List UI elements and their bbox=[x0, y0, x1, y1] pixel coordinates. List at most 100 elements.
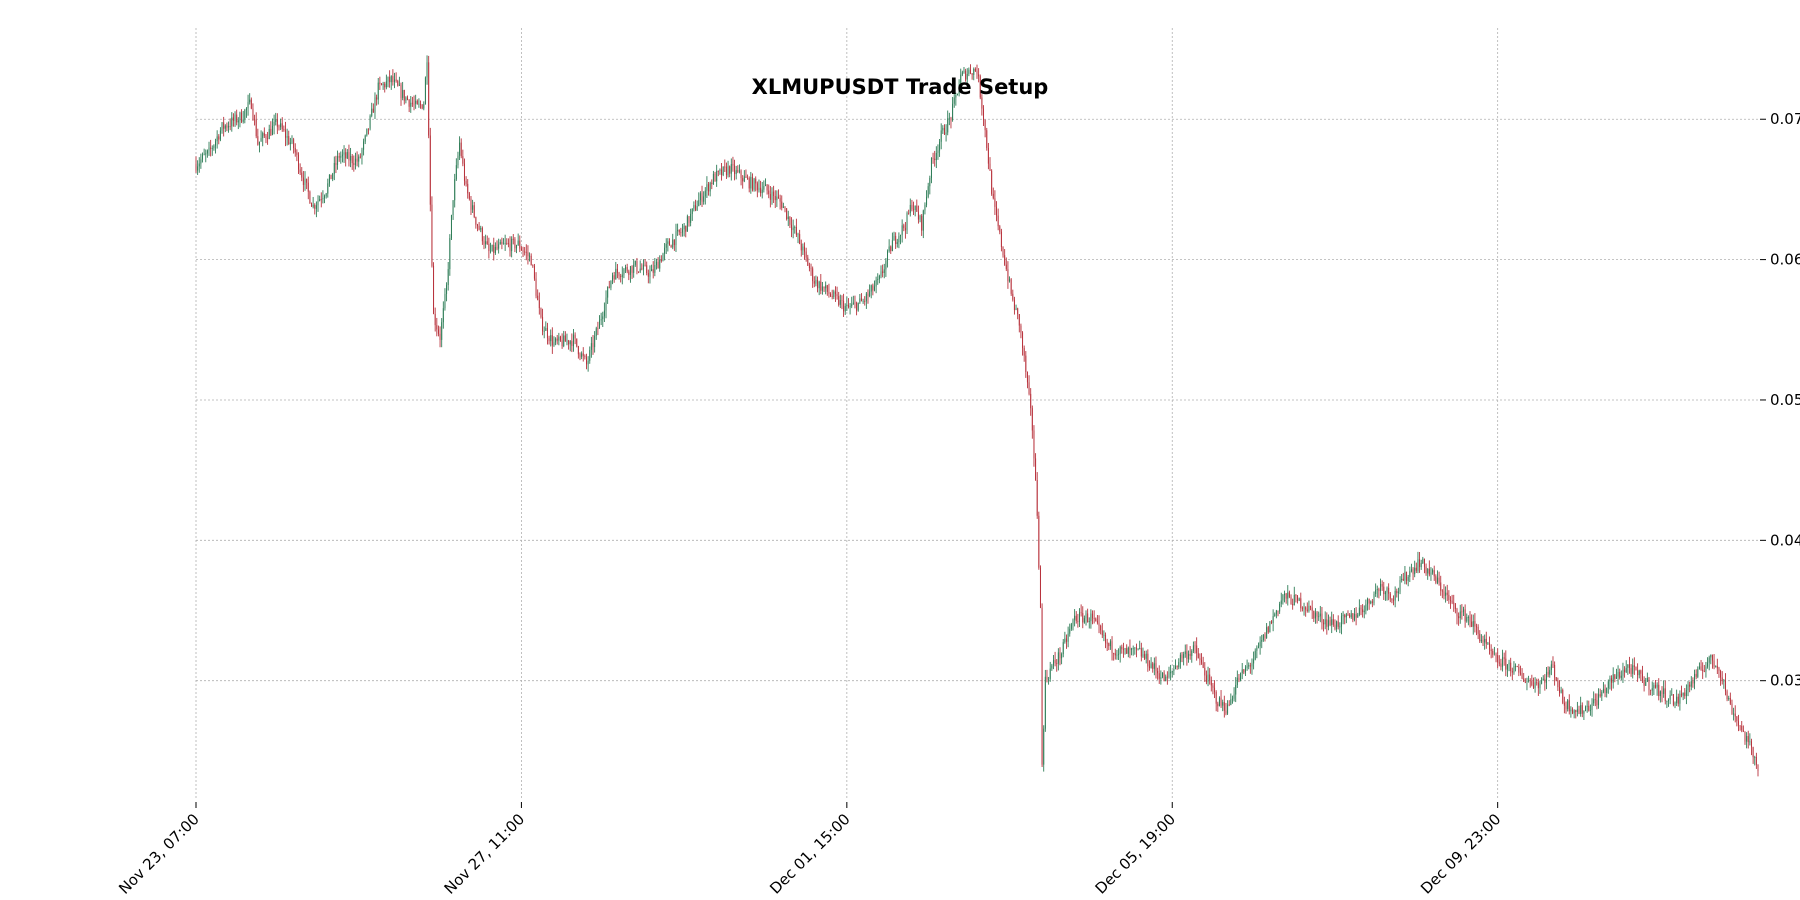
candle-body-up bbox=[883, 269, 885, 274]
candle-body-down bbox=[807, 257, 809, 266]
candle-body-up bbox=[857, 302, 859, 311]
y-tick-label: 0.03 bbox=[1770, 672, 1800, 690]
candle-body-down bbox=[1744, 731, 1746, 742]
candle-body-up bbox=[231, 117, 233, 127]
candle-body-down bbox=[1695, 673, 1697, 677]
candle-body-up bbox=[499, 241, 501, 245]
candle-body-up bbox=[328, 174, 330, 184]
candle-body-up bbox=[1404, 571, 1406, 581]
candle-body-up bbox=[1160, 677, 1162, 679]
candle-body-up bbox=[211, 148, 213, 150]
candle-body-up bbox=[1231, 698, 1233, 700]
candle-body-down bbox=[1433, 570, 1435, 577]
candle-body-down bbox=[1599, 694, 1601, 697]
candle-body-up bbox=[649, 271, 651, 277]
candle-body-down bbox=[281, 123, 283, 130]
candle-body-up bbox=[442, 308, 444, 323]
candle-body-up bbox=[1261, 640, 1263, 642]
candle-body-up bbox=[1668, 699, 1670, 702]
candle-body-up bbox=[1707, 662, 1709, 667]
candle-body-up bbox=[529, 255, 531, 257]
candle-body-up bbox=[1274, 614, 1276, 617]
candle-body-up bbox=[706, 184, 708, 191]
candle-body-down bbox=[1633, 665, 1635, 667]
candle-body-down bbox=[838, 296, 840, 305]
candle-body-down bbox=[817, 279, 819, 289]
candle-body-up bbox=[1417, 559, 1419, 571]
candle-body-up bbox=[1674, 703, 1676, 705]
candle-body-down bbox=[1752, 747, 1754, 758]
candle-body-up bbox=[354, 158, 356, 165]
candle-body-up bbox=[1350, 613, 1352, 618]
candle-body-down bbox=[1065, 638, 1067, 642]
candle-body-down bbox=[724, 166, 726, 168]
candle-body-down bbox=[636, 261, 638, 272]
candle-body-up bbox=[1384, 592, 1386, 595]
candle-body-up bbox=[1279, 603, 1281, 612]
candle-body-down bbox=[514, 239, 516, 249]
candle-body-down bbox=[1012, 293, 1014, 300]
candle-body-up bbox=[942, 127, 944, 131]
candle-body-down bbox=[1511, 670, 1513, 673]
candle-body-down bbox=[551, 335, 553, 346]
candle-body-down bbox=[1101, 630, 1103, 636]
candle-body-up bbox=[623, 269, 625, 275]
candle-body-down bbox=[1479, 633, 1481, 642]
candle-body-up bbox=[818, 281, 820, 289]
candle-body-down bbox=[267, 138, 269, 140]
candle-body-down bbox=[969, 69, 971, 74]
candle-body-up bbox=[792, 227, 794, 231]
candle-body-up bbox=[1573, 710, 1575, 714]
candle-body-up bbox=[454, 179, 456, 201]
x-axis: Nov 23, 07:00 Nov 27, 11:00 Dec 01, 15:00 D… bbox=[115, 802, 1504, 898]
candle-body-down bbox=[478, 225, 480, 230]
candle-body-down bbox=[1220, 697, 1222, 706]
candle-body-up bbox=[1357, 614, 1359, 618]
candle-body-down bbox=[1028, 382, 1030, 394]
candle-body-down bbox=[1519, 672, 1521, 674]
candle-body-up bbox=[1380, 584, 1382, 592]
x-tick-label: Dec 09, 23:00 bbox=[1417, 810, 1504, 897]
candle-body-up bbox=[1682, 692, 1684, 696]
candle-body-up bbox=[961, 72, 963, 75]
candle-body-up bbox=[337, 156, 339, 165]
candle-body-up bbox=[1132, 648, 1134, 649]
candle-body-up bbox=[1376, 589, 1378, 591]
candle-body-down bbox=[1013, 299, 1015, 310]
candle-body-down bbox=[994, 198, 996, 207]
candle-body-up bbox=[1188, 653, 1190, 660]
candle-body-up bbox=[1589, 709, 1591, 711]
candle-body-up bbox=[1067, 633, 1069, 642]
y-tick-label: 0.07 bbox=[1770, 110, 1800, 128]
candle-body-up bbox=[664, 247, 666, 254]
candle-body-down bbox=[810, 268, 812, 269]
candle-body-up bbox=[727, 166, 729, 176]
candle-body-down bbox=[657, 261, 659, 269]
candle-body-down bbox=[680, 232, 682, 234]
candle-body-down bbox=[307, 182, 309, 192]
candle-body-down bbox=[795, 227, 797, 235]
candle-body-up bbox=[1118, 654, 1120, 655]
candle-body-down bbox=[1736, 716, 1738, 722]
candle-body-up bbox=[516, 245, 518, 249]
candle-body-up bbox=[1685, 690, 1687, 697]
candle-body-down bbox=[437, 329, 439, 334]
candle-body-down bbox=[265, 135, 267, 139]
candle-body-up bbox=[262, 133, 264, 139]
candle-body-down bbox=[218, 136, 220, 140]
candle-body-down bbox=[1619, 672, 1621, 678]
candle-body-up bbox=[587, 360, 589, 365]
candle-body-up bbox=[590, 343, 592, 350]
candle-body-down bbox=[786, 208, 788, 220]
candle-body-up bbox=[1345, 614, 1347, 618]
candle-body-down bbox=[1461, 611, 1463, 613]
candle-body-down bbox=[250, 99, 252, 109]
candle-body-up bbox=[839, 300, 841, 305]
candle-body-down bbox=[830, 293, 832, 297]
candle-body-up bbox=[1074, 615, 1076, 620]
candle-body-up bbox=[625, 267, 627, 270]
candle-body-down bbox=[1295, 594, 1297, 596]
candle-body-up bbox=[1061, 654, 1063, 659]
candle-body-up bbox=[1339, 626, 1341, 628]
candle-body-down bbox=[1446, 592, 1448, 595]
